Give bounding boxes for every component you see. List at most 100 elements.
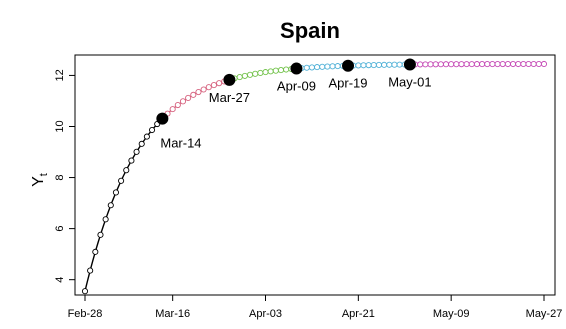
data-point — [303, 64, 310, 71]
data-point — [267, 68, 274, 75]
breakpoint-label: May-01 — [388, 75, 431, 90]
data-point — [205, 84, 212, 91]
data-point — [504, 60, 511, 68]
x-tick-label: Mar-16 — [155, 308, 190, 320]
breakpoints: Mar-14 Mar-27 Apr-09 Apr-19 May-01 — [156, 58, 432, 151]
data-point — [112, 189, 119, 196]
data-point — [375, 61, 383, 68]
data-point — [386, 61, 393, 68]
data-point — [396, 61, 403, 68]
data-point — [190, 91, 197, 98]
y-tick-label: 12 — [54, 69, 66, 81]
data-point — [195, 88, 202, 96]
x-tick-label: Apr-03 — [249, 308, 282, 320]
y-tick-label: 4 — [54, 277, 66, 283]
x-tick-label: Apr-21 — [342, 308, 375, 320]
data-point — [143, 133, 150, 140]
data-point — [107, 202, 114, 209]
breakpoint-label: Mar-27 — [209, 90, 250, 105]
data-point — [128, 157, 135, 164]
data-point — [535, 60, 542, 68]
data-point — [479, 61, 486, 68]
data-point — [427, 61, 434, 68]
chart-title: Spain — [280, 18, 340, 43]
data-point — [169, 106, 176, 113]
series — [81, 60, 548, 295]
data-point — [484, 61, 491, 68]
breakpoint-label: Apr-09 — [277, 79, 316, 94]
data-point — [473, 61, 481, 68]
data-point — [81, 288, 89, 295]
data-point — [272, 67, 279, 74]
x-tick-label: May-27 — [526, 308, 563, 320]
data-point — [314, 64, 321, 71]
data-point — [540, 60, 548, 68]
data-point — [417, 61, 424, 68]
data-point — [241, 72, 248, 79]
data-point — [87, 267, 94, 274]
data-point — [133, 148, 140, 155]
data-point — [277, 67, 285, 74]
y-axis: 4 6 8 10 12 — [54, 69, 75, 283]
data-point — [468, 61, 475, 68]
data-point — [319, 63, 326, 70]
data-point — [174, 101, 181, 109]
data-point — [138, 140, 145, 147]
data-point — [520, 60, 527, 68]
y-axis-label: Yt — [30, 173, 50, 187]
data-point — [391, 61, 398, 68]
data-point — [148, 126, 156, 134]
data-point — [179, 98, 187, 105]
plot-frame — [74, 54, 556, 296]
breakpoint-marker — [290, 62, 303, 75]
data-point — [489, 61, 496, 68]
data-point — [123, 167, 130, 174]
data-point — [252, 70, 259, 77]
data-point — [442, 61, 450, 68]
data-point — [200, 86, 207, 93]
data-point — [499, 60, 506, 68]
y-tick-label: 6 — [54, 226, 66, 232]
series-line — [84, 118, 163, 292]
data-point — [458, 61, 465, 68]
x-axis: Feb-28 Mar-16 Apr-03 Apr-21 May-09 May-27 — [68, 295, 563, 320]
data-point — [525, 60, 532, 68]
breakpoint-marker — [223, 73, 236, 86]
data-point — [381, 61, 388, 68]
y-axis-label-subscript: t — [38, 173, 50, 176]
data-point — [118, 177, 125, 184]
data-point — [210, 82, 217, 89]
data-point — [453, 61, 460, 68]
data-point — [216, 80, 223, 87]
data-point — [370, 61, 377, 69]
data-point — [365, 62, 372, 69]
data-point — [102, 216, 109, 223]
data-point — [510, 60, 517, 68]
y-axis-label-main: Y — [30, 176, 47, 187]
data-point — [97, 231, 104, 238]
data-point — [329, 63, 336, 70]
data-point — [515, 60, 522, 68]
data-point — [422, 61, 429, 68]
data-point — [530, 60, 537, 68]
breakpoint-marker — [342, 59, 355, 72]
y-tick-label: 10 — [54, 120, 66, 132]
data-point — [360, 62, 367, 69]
breakpoint-label: Mar-14 — [160, 136, 201, 151]
x-tick-label: May-09 — [433, 308, 470, 320]
data-point — [334, 63, 341, 70]
data-point — [262, 69, 269, 76]
data-point — [324, 63, 331, 70]
data-point — [283, 66, 290, 73]
data-point — [185, 94, 192, 101]
breakpoint-marker — [156, 112, 169, 125]
breakpoint-label: Apr-19 — [329, 76, 368, 91]
data-point — [257, 69, 264, 76]
breakpoint-marker — [403, 58, 416, 71]
data-point — [236, 74, 243, 81]
data-point — [355, 62, 362, 69]
data-point — [92, 248, 99, 255]
data-point — [308, 64, 315, 71]
data-point — [432, 61, 439, 68]
